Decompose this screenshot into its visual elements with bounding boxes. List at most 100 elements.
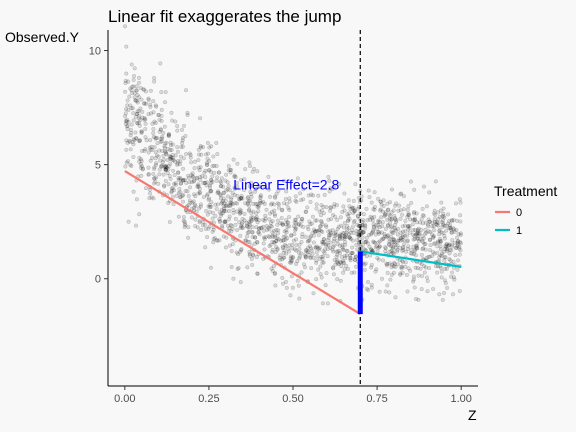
scatter-point: [152, 75, 157, 81]
scatter-point: [278, 221, 283, 226]
scatter-point: [180, 138, 185, 143]
scatter-point: [406, 204, 411, 209]
scatter-point: [341, 248, 346, 253]
scatter-point: [414, 243, 419, 248]
scatter-point: [256, 184, 261, 189]
scatter-point: [347, 211, 352, 216]
scatter-point: [313, 245, 318, 250]
scatter-point: [258, 194, 263, 199]
scatter-point: [187, 198, 192, 203]
scatter-point: [392, 262, 397, 267]
scatter-point: [128, 162, 133, 167]
scatter-point: [308, 234, 313, 239]
scatter-point: [144, 138, 149, 143]
scatter-point: [137, 123, 142, 128]
scatter-point: [140, 167, 145, 172]
scatter-point: [379, 215, 384, 220]
scatter-point: [169, 189, 174, 194]
scatter-point: [134, 136, 139, 141]
scatter-point: [250, 224, 255, 230]
scatter-point: [133, 98, 138, 103]
scatter-point: [350, 205, 355, 210]
scatter-point: [457, 252, 462, 257]
scatter-point: [371, 224, 377, 229]
scatter-point: [254, 255, 259, 260]
scatter-point: [417, 231, 422, 236]
scatter-point: [168, 156, 174, 161]
scatter-point: [151, 110, 156, 115]
scatter-point: [404, 272, 410, 277]
scatter-point: [374, 222, 379, 228]
scatter-point: [228, 167, 234, 172]
scatter-point: [400, 229, 406, 234]
scatter-point: [405, 207, 410, 212]
scatter-point: [259, 225, 264, 231]
scatter-point: [340, 258, 345, 264]
scatter-point: [276, 205, 281, 210]
scatter-point: [220, 200, 225, 205]
scatter-point: [450, 218, 455, 224]
scatter-point: [142, 101, 147, 106]
scatter-point: [402, 223, 407, 228]
scatter-point: [314, 206, 319, 211]
scatter-point: [444, 244, 449, 249]
scatter-point: [290, 285, 295, 290]
scatter-point: [442, 278, 447, 283]
scatter-point: [217, 219, 222, 224]
scatter-point: [131, 77, 136, 82]
scatter-point: [198, 175, 203, 180]
scatter-point: [207, 158, 212, 163]
scatter-point: [325, 238, 330, 243]
scatter-point: [134, 84, 139, 89]
scatter-point: [355, 232, 360, 237]
scatter-point: [211, 237, 216, 242]
scatter-point: [413, 296, 419, 302]
scatter-point: [192, 192, 197, 197]
scatter-point: [164, 163, 169, 168]
scatter-point: [387, 221, 393, 226]
scatter-point: [437, 214, 442, 219]
scatter-point: [342, 208, 347, 213]
scatter-point: [327, 189, 332, 194]
scatter-point: [175, 149, 181, 154]
scatter-point: [340, 231, 345, 236]
scatter-point: [431, 224, 436, 229]
scatter-point: [223, 245, 228, 250]
scatter-point: [377, 224, 382, 230]
scatter-point: [335, 252, 340, 257]
scatter-point: [207, 196, 212, 201]
scatter-point: [146, 172, 151, 177]
scatter-point: [181, 177, 186, 183]
scatter-point: [148, 104, 153, 109]
scatter-point: [337, 181, 342, 187]
scatter-point: [228, 200, 233, 205]
scatter-point: [290, 246, 295, 251]
scatter-point: [158, 127, 163, 132]
scatter-point: [328, 186, 333, 191]
scatter-point: [223, 178, 228, 183]
scatter-point: [436, 240, 441, 245]
scatter-point: [231, 276, 236, 281]
scatter-point: [181, 178, 186, 183]
scatter-point: [409, 200, 414, 205]
scatter-point: [276, 202, 282, 207]
scatter-point: [305, 249, 310, 254]
scatter-point: [259, 200, 264, 205]
scatter-point: [314, 260, 319, 265]
scatter-point: [213, 202, 218, 207]
scatter-point: [360, 230, 365, 235]
scatter-point: [337, 251, 343, 256]
scatter-point: [255, 271, 260, 276]
scatter-point: [281, 255, 286, 260]
scatter-point: [333, 230, 338, 235]
scatter-point: [210, 216, 215, 221]
scatter-point: [289, 274, 294, 279]
scatter-point: [332, 184, 337, 190]
scatter-point: [138, 85, 143, 91]
scatter-point: [250, 262, 255, 267]
scatter-point: [423, 265, 428, 270]
scatter-point: [204, 180, 209, 185]
scatter-point: [246, 230, 251, 235]
scatter-point: [415, 230, 420, 235]
scatter-point: [173, 119, 178, 124]
